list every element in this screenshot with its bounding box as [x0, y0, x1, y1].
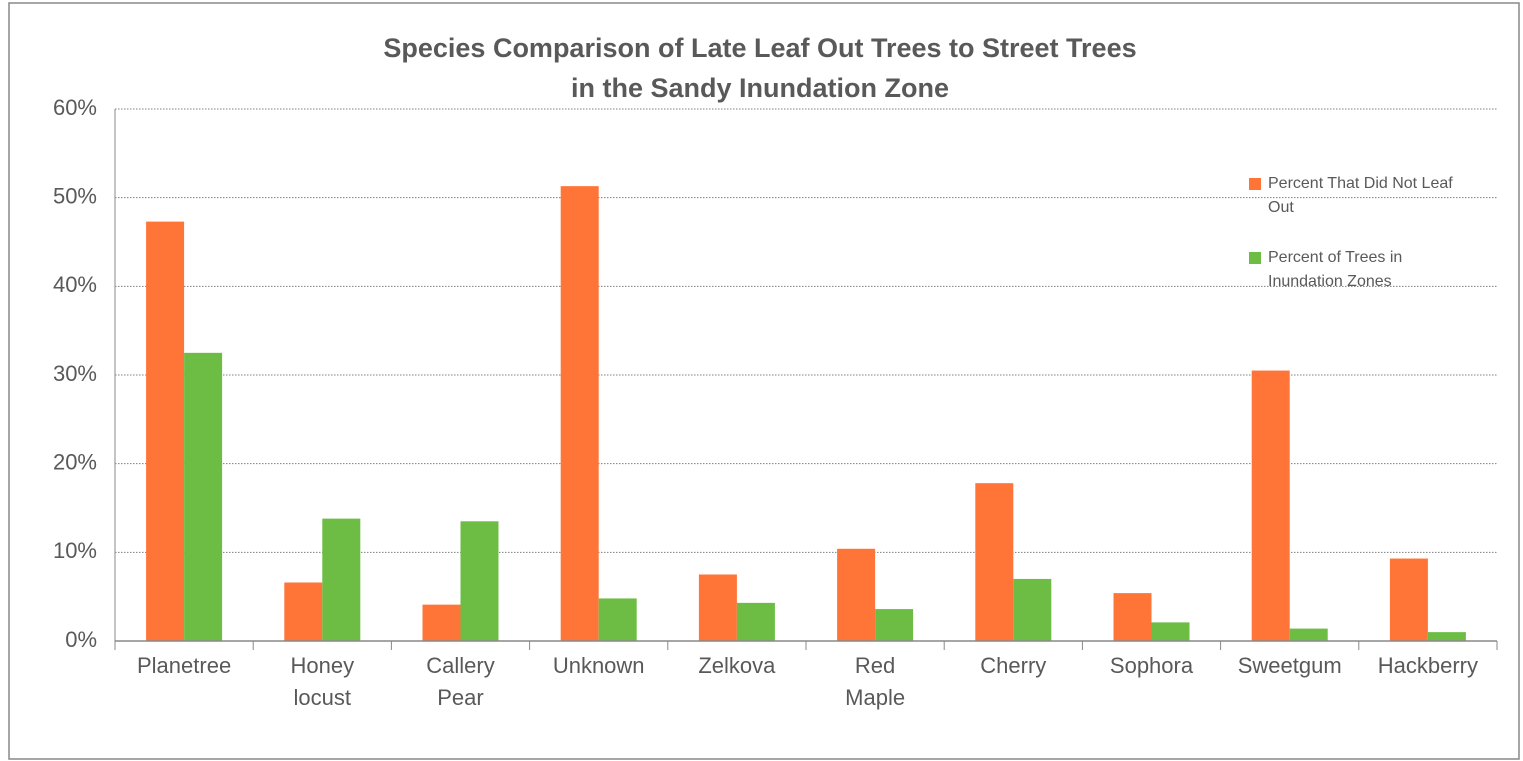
bar	[1427, 632, 1466, 641]
x-tick-label: Honey locust	[290, 653, 355, 710]
bar	[560, 186, 599, 641]
bar	[1151, 622, 1190, 641]
bar	[1113, 593, 1152, 641]
y-tick-label: 40%	[53, 272, 97, 297]
chart-frame	[8, 2, 1520, 760]
legend-label: Percent That Did Not Leaf Out	[1268, 175, 1453, 216]
x-tick-label: Callery Pear	[426, 653, 495, 710]
bar	[284, 582, 323, 641]
y-tick-label: 30%	[53, 361, 97, 386]
y-tick-label: 10%	[53, 538, 97, 563]
x-tick-label: Sweetgum	[1237, 653, 1342, 678]
y-tick-label: 0%	[65, 627, 97, 652]
bar	[698, 574, 737, 641]
bar	[598, 598, 637, 641]
bar	[1013, 578, 1052, 641]
x-tick-label: Planetree	[137, 653, 232, 678]
x-tick-label: Red Maple	[845, 653, 906, 710]
x-tick-label: Cherry	[980, 653, 1047, 678]
bar	[1289, 628, 1328, 641]
bar	[322, 518, 361, 641]
bar	[1389, 558, 1428, 641]
bar	[460, 521, 499, 641]
bar	[1251, 370, 1290, 641]
x-tick-label: Hackberry	[1377, 653, 1479, 678]
y-tick-label: 50%	[53, 183, 97, 208]
legend-swatch	[1249, 252, 1261, 264]
bar	[146, 221, 185, 641]
bar	[184, 352, 223, 641]
x-tick-label: Unknown	[552, 653, 645, 678]
bar	[837, 548, 876, 641]
bar	[975, 483, 1014, 641]
y-tick-label: 20%	[53, 449, 97, 474]
y-tick-label: 60%	[53, 95, 97, 120]
legend-label: Percent of Trees in Inundation Zones	[1268, 249, 1403, 290]
bar	[422, 604, 461, 641]
x-tick-label: Zelkova	[698, 653, 776, 678]
bar	[875, 609, 914, 641]
x-tick-label: Sophora	[1109, 653, 1194, 678]
bar	[736, 602, 775, 641]
chart-title: Species Comparison of Late Leaf Out Tree…	[383, 33, 1137, 103]
legend-swatch	[1249, 178, 1261, 190]
